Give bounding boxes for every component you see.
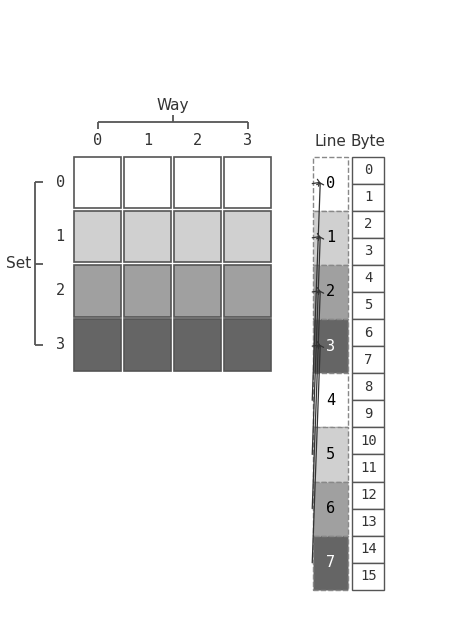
Bar: [352, 536, 384, 563]
Bar: [313, 156, 348, 211]
Bar: [174, 156, 221, 208]
Bar: [352, 211, 384, 238]
Text: 4: 4: [326, 393, 335, 408]
Bar: [313, 211, 348, 265]
Bar: [352, 156, 384, 184]
Bar: [352, 509, 384, 536]
Bar: [352, 265, 384, 292]
Bar: [125, 319, 171, 371]
Text: 2: 2: [364, 217, 373, 231]
Bar: [174, 265, 221, 316]
Text: 0: 0: [56, 175, 65, 190]
Bar: [313, 536, 348, 590]
Bar: [352, 401, 384, 428]
Bar: [224, 319, 271, 371]
Bar: [313, 319, 348, 373]
Bar: [352, 373, 384, 401]
Bar: [313, 482, 348, 536]
Text: 7: 7: [326, 556, 335, 570]
Text: 0: 0: [326, 176, 335, 191]
Text: 11: 11: [360, 461, 377, 475]
Bar: [352, 184, 384, 211]
Bar: [75, 211, 121, 262]
Text: 10: 10: [360, 434, 377, 448]
Text: 14: 14: [360, 542, 377, 556]
Text: 2: 2: [56, 283, 65, 298]
Bar: [313, 373, 348, 428]
Bar: [352, 292, 384, 319]
Text: 3: 3: [364, 244, 373, 258]
Text: Byte: Byte: [351, 134, 386, 149]
Bar: [174, 211, 221, 262]
Text: 13: 13: [360, 515, 377, 529]
Bar: [352, 455, 384, 482]
Text: Line: Line: [314, 134, 346, 149]
Text: 6: 6: [326, 501, 335, 516]
Text: 3: 3: [243, 132, 253, 148]
Text: 3: 3: [56, 338, 65, 352]
Bar: [352, 563, 384, 590]
Text: 15: 15: [360, 569, 377, 583]
Text: Way: Way: [157, 98, 189, 113]
Text: Set: Set: [6, 256, 32, 271]
Text: 2: 2: [326, 284, 335, 300]
Bar: [75, 156, 121, 208]
Text: 0: 0: [93, 132, 102, 148]
Bar: [224, 156, 271, 208]
Text: 0: 0: [364, 163, 373, 177]
Bar: [224, 265, 271, 316]
Text: 4: 4: [364, 271, 373, 285]
Text: 5: 5: [364, 298, 373, 312]
Bar: [352, 238, 384, 265]
Bar: [75, 265, 121, 316]
Bar: [125, 265, 171, 316]
Text: 1: 1: [326, 230, 335, 245]
Bar: [224, 211, 271, 262]
Text: 6: 6: [364, 325, 373, 340]
Bar: [352, 428, 384, 455]
Bar: [313, 428, 348, 482]
Bar: [75, 319, 121, 371]
Text: 1: 1: [364, 190, 373, 204]
Text: 7: 7: [364, 352, 373, 367]
Text: 8: 8: [364, 380, 373, 394]
Text: 5: 5: [326, 447, 335, 462]
Bar: [174, 319, 221, 371]
Bar: [125, 211, 171, 262]
Text: 1: 1: [56, 229, 65, 244]
Text: 9: 9: [364, 407, 373, 421]
Text: 3: 3: [326, 339, 335, 354]
Text: 2: 2: [193, 132, 202, 148]
Bar: [125, 156, 171, 208]
Bar: [352, 319, 384, 346]
Bar: [352, 346, 384, 373]
Bar: [313, 265, 348, 319]
Text: 12: 12: [360, 488, 377, 502]
Bar: [352, 482, 384, 509]
Text: 1: 1: [143, 132, 152, 148]
